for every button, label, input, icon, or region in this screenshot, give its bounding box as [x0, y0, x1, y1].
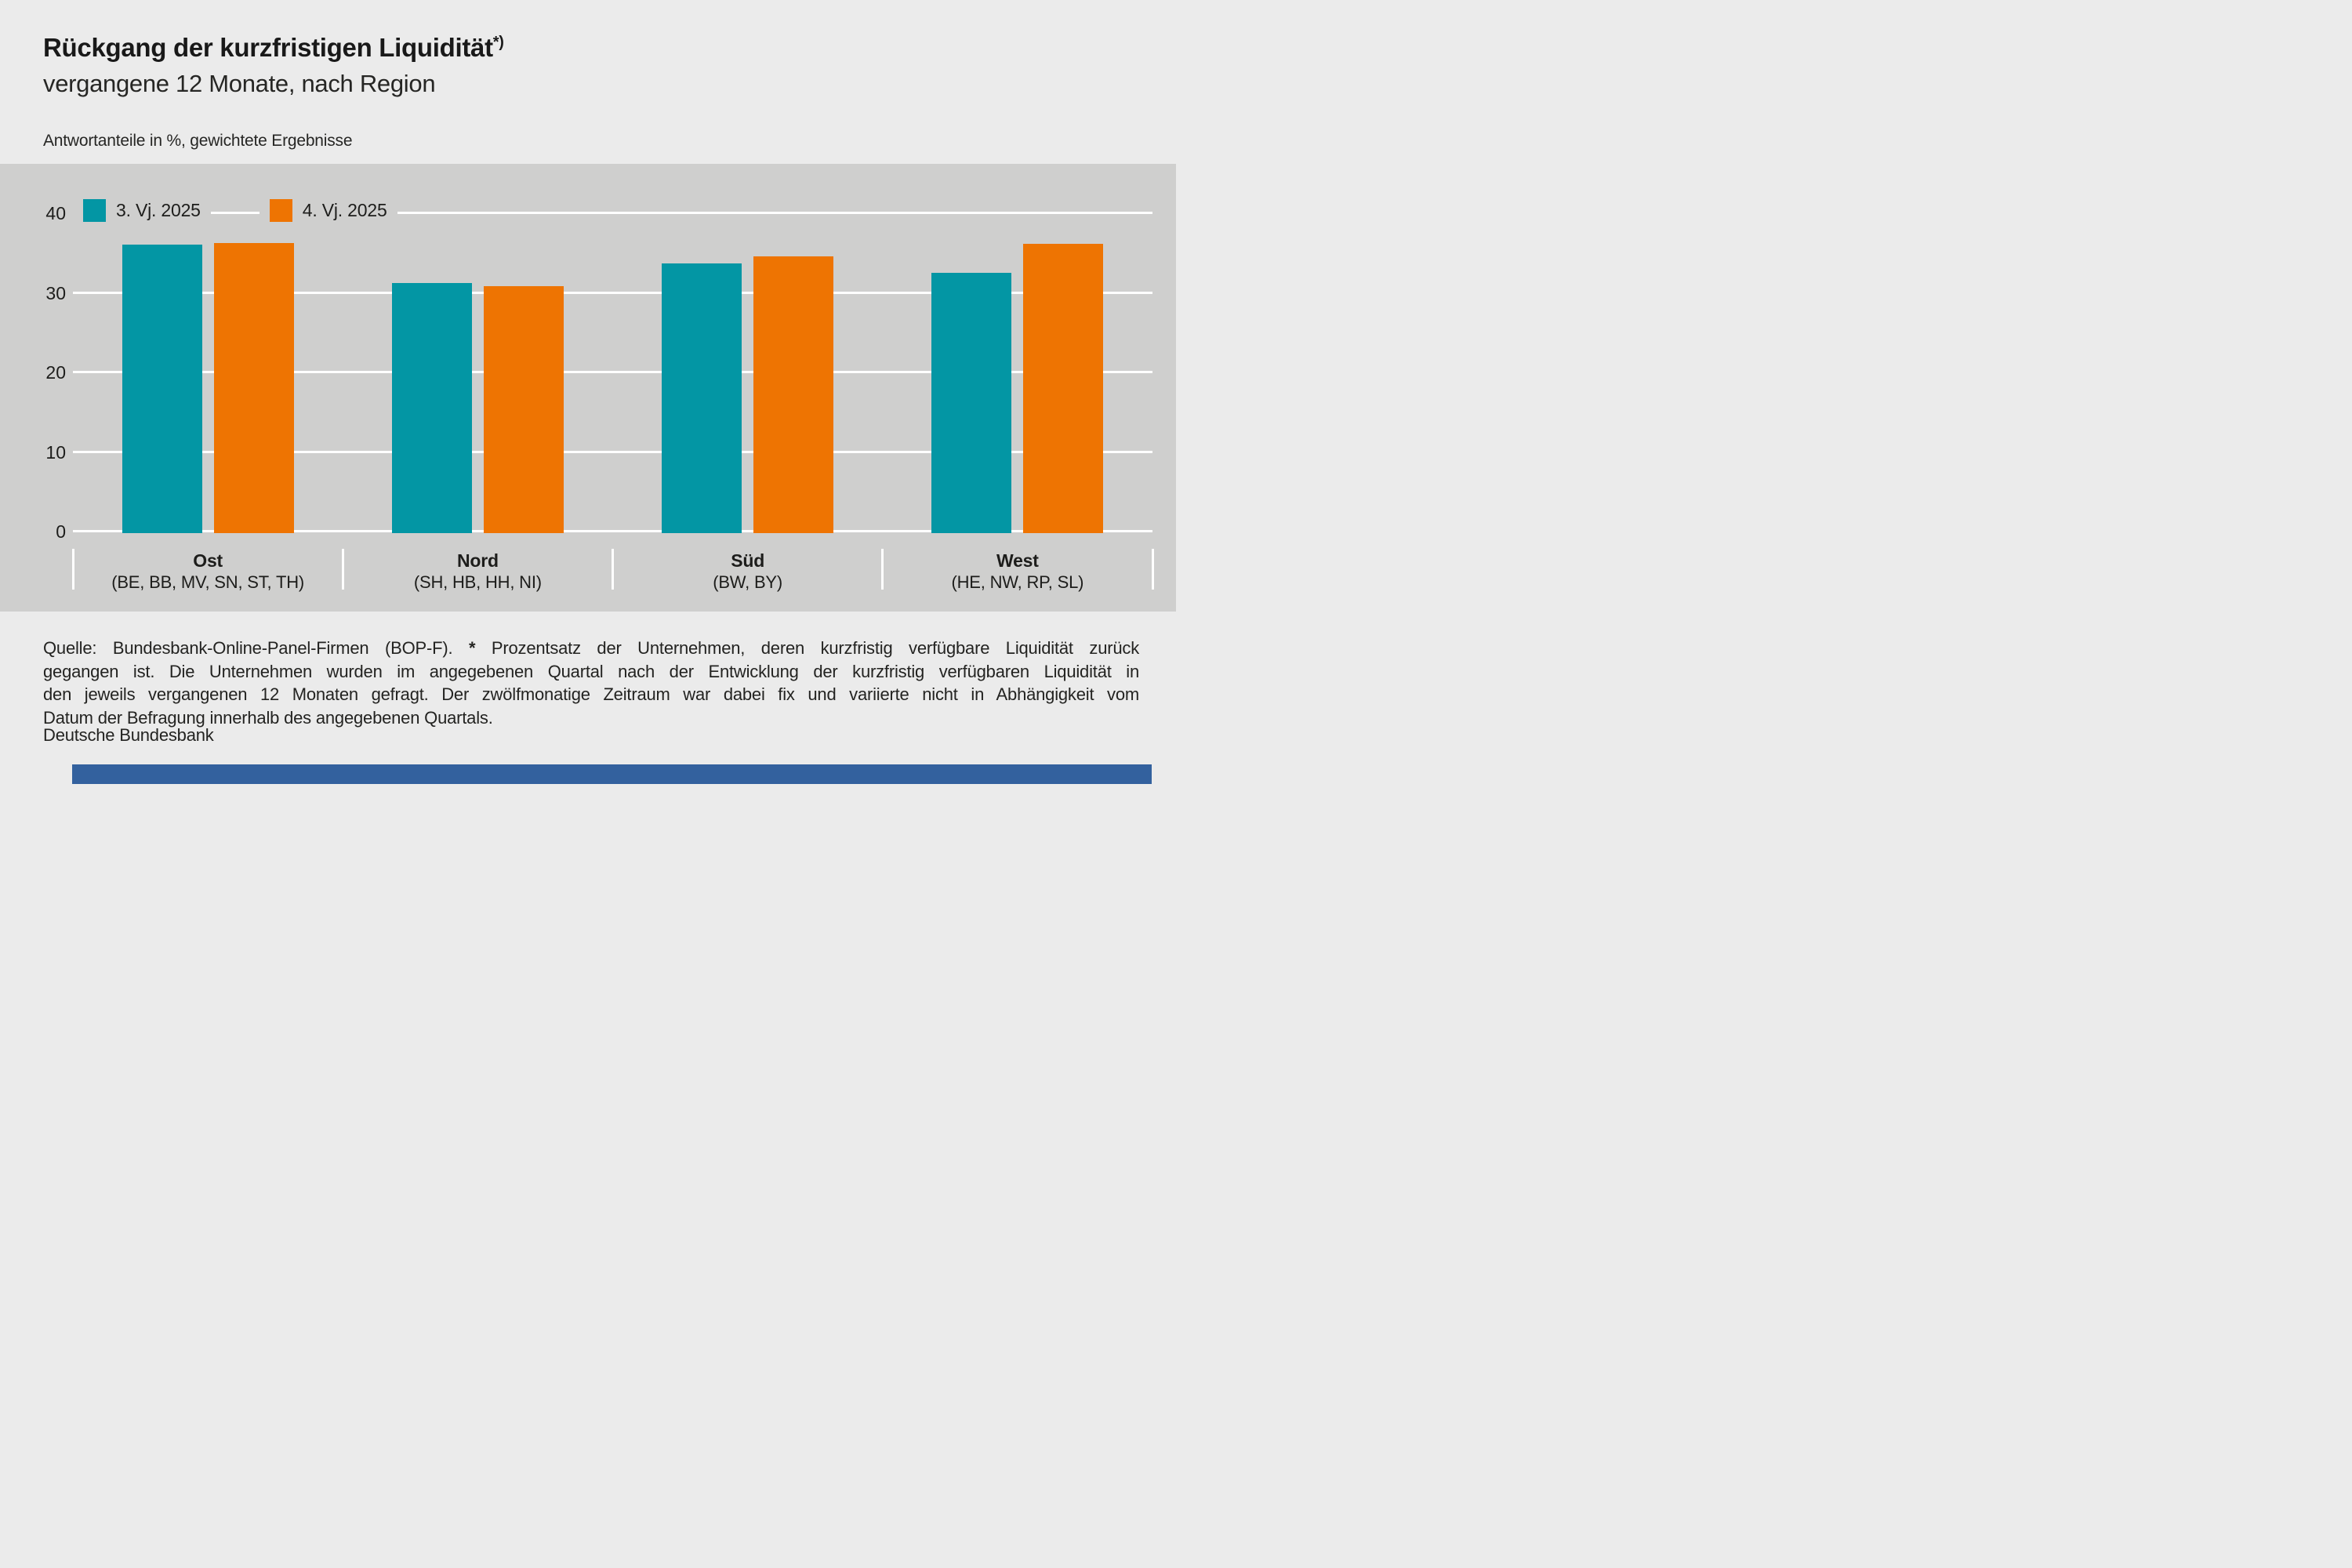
category-separator-4 [1151, 549, 1154, 590]
category-name: Nord [456, 550, 499, 571]
gridline-20 [73, 371, 1152, 373]
category-name: Ost [193, 550, 223, 571]
gridline-10 [73, 450, 1152, 453]
gridline-30 [73, 291, 1152, 294]
footnote-line-3: den jeweils vergangenen 12 Monaten gefra… [43, 684, 1139, 704]
y-tick-label-30: 30 [45, 282, 66, 303]
gridline-0 [73, 530, 1152, 532]
footnote-line-1: Quelle: Bundesbank-Online-Panel-Firmen (… [43, 637, 1139, 660]
bar-ost-series1 [213, 242, 294, 533]
category-name: Süd [731, 550, 765, 571]
chart-subtitle: vergangene 12 Monate, nach Region [43, 70, 436, 98]
chart-header: Rückgang der kurzfristigen Liquidität*) … [43, 31, 1133, 100]
y-tick-label-0: 0 [56, 521, 66, 542]
y-tick-label-10: 10 [45, 441, 66, 463]
category-states: (BE, BB, MV, SN, ST, TH) [111, 572, 305, 592]
category-separator-0 [71, 549, 74, 590]
y-tick-label-40: 40 [45, 203, 66, 223]
category-name: West [996, 550, 1039, 571]
category-states: (SH, HB, HH, NI) [413, 572, 542, 592]
footnote-line1-pre: Quelle: Bundesbank-Online-Panel-Firmen (… [43, 638, 469, 658]
chart-title-text: Rückgang der kurzfristigen Liquidität [43, 33, 493, 62]
chart-legend: 3. Vj. 2025 4. Vj. 2025 [73, 198, 397, 223]
footnote-line-4: Datum der Befragung innerhalb des angege… [43, 707, 493, 728]
category-states: (HE, NW, RP, SL) [951, 572, 1084, 592]
chart-title: Rückgang der kurzfristigen Liquidität*) [43, 31, 1133, 64]
bar-ost-series0 [122, 244, 202, 533]
footnote-line-2: gegangen ist. Die Unternehmen wurden im … [43, 661, 1139, 681]
plot-area: 0 10 20 30 40 Ost (BE, BB, MV, SN, ST, TH) Nord… [0, 164, 1176, 612]
footnote-line1-post: Prozentsatz der Unternehmen, deren kurzf… [475, 638, 1139, 658]
footnote-star: * [468, 638, 476, 658]
legend-item-q4: 4. Vj. 2025 [259, 198, 397, 223]
bar-nord-series0 [391, 283, 472, 533]
category-separator-2 [612, 549, 614, 590]
legend-label-q3: 3. Vj. 2025 [116, 199, 201, 220]
bar-süd-series0 [662, 263, 742, 533]
category-label-ost: Ost (BE, BB, MV, SN, ST, TH) [73, 550, 343, 593]
bar-west-series1 [1023, 243, 1104, 533]
category-label-west: West (HE, NW, RP, SL) [883, 550, 1152, 593]
bottom-blue-bar [72, 764, 1152, 784]
source-label: Deutsche Bundesbank [43, 725, 214, 745]
bar-west-series0 [931, 273, 1012, 533]
gridline-40 [73, 212, 1152, 214]
units-note: Antwortanteile in %, gewichtete Ergebnis… [43, 132, 353, 150]
category-separator-1 [341, 549, 344, 590]
bar-süd-series1 [753, 256, 834, 533]
legend-label-q4: 4. Vj. 2025 [302, 199, 387, 220]
bar-nord-series1 [483, 286, 564, 533]
category-separator-3 [881, 549, 884, 590]
legend-item-q3: 3. Vj. 2025 [73, 198, 211, 223]
legend-swatch-teal-icon [83, 198, 106, 222]
bundesbank-chart-page: Rückgang der kurzfristigen Liquidität*) … [0, 0, 1176, 784]
category-states: (BW, BY) [713, 572, 783, 592]
y-tick-label-20: 20 [45, 362, 66, 383]
footnote-marker: *) [492, 34, 504, 51]
footnote: Quelle: Bundesbank-Online-Panel-Firmen (… [43, 637, 1139, 729]
category-label-süd: Süd (BW, BY) [613, 550, 883, 593]
legend-swatch-orange-icon [269, 198, 292, 222]
category-label-nord: Nord (SH, HB, HH, NI) [343, 550, 612, 593]
